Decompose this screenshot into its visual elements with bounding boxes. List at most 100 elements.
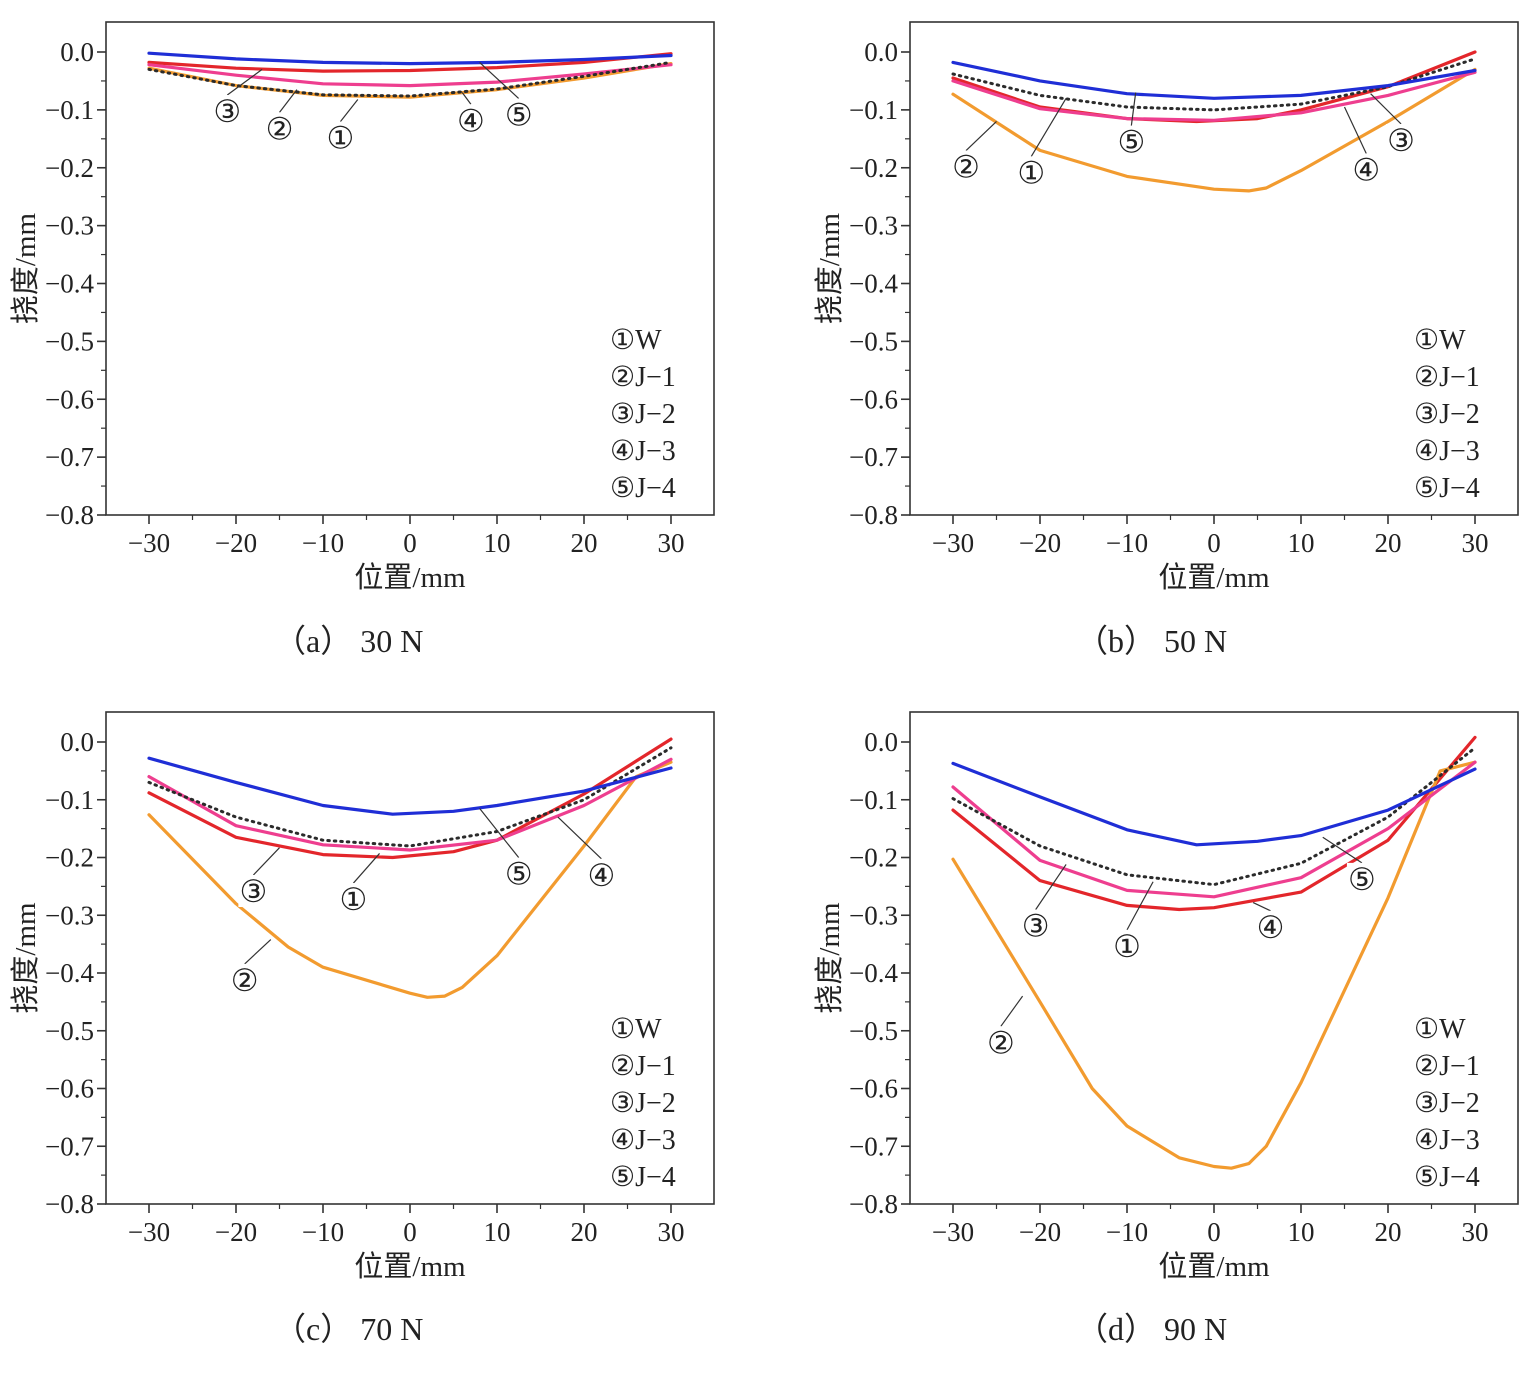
series-callout: ④ — [457, 103, 485, 138]
callout-leader — [352, 853, 381, 884]
y-tick-label: −0.7 — [45, 442, 94, 472]
callout-leader — [1343, 106, 1367, 154]
legend-entry-2: ②J−1 — [1414, 1051, 1480, 1082]
legend-entry-4: ④J−3 — [1414, 436, 1480, 467]
x-tick-label: −10 — [302, 528, 344, 558]
x-tick-label: 30 — [1462, 528, 1489, 558]
series-line-j-1 — [147, 760, 673, 999]
legend-entry-2: ②J−1 — [610, 362, 676, 393]
callout-leader — [1322, 836, 1363, 864]
series-line-j-4 — [147, 756, 673, 816]
legend-entry-3: ③J−2 — [1414, 1088, 1480, 1119]
callout-leader — [1126, 881, 1154, 931]
y-tick-label: −0.4 — [849, 269, 898, 299]
legend-entry-4: ④J−3 — [610, 436, 676, 467]
legend-entry-4: ④J−3 — [610, 1125, 676, 1156]
y-tick-label: 0.0 — [864, 727, 898, 757]
y-axis-label: 挠度/mm — [9, 212, 42, 324]
legend-entry-2: ②J−1 — [1414, 362, 1480, 393]
x-tick-label: −30 — [128, 528, 170, 558]
x-tick-label: −30 — [932, 1217, 974, 1247]
y-tick-label: −0.3 — [849, 900, 898, 930]
legend-entry-5: ⑤J−4 — [1414, 473, 1480, 504]
chart-panel-c: 0.0 −0.1 −0.2 −0.3 −0.4 −0.5 −0.6 −0.7 −0.8 −30 −2… — [9, 711, 715, 1347]
y-tick-label: −0.4 — [45, 958, 94, 988]
y-tick-label: −0.1 — [45, 785, 94, 815]
x-tick-label: 20 — [571, 528, 598, 558]
series-line-j-2 — [951, 760, 1477, 899]
series-line-j-3 — [951, 57, 1477, 112]
series-line-j-2 — [951, 70, 1477, 122]
y-tick-label: −0.5 — [849, 326, 898, 356]
x-tick-label: 20 — [1375, 1217, 1402, 1247]
legend-entry-2: ②J−1 — [610, 1051, 676, 1082]
callout-bg — [1116, 125, 1147, 158]
legend-entry-5: ⑤J−4 — [610, 1162, 676, 1193]
series-callout: ④ — [1352, 152, 1380, 187]
series-line-j-3 — [951, 746, 1477, 887]
callout-bg — [951, 150, 982, 183]
x-axis-label: 位置/mm — [354, 561, 466, 594]
y-tick-label: −0.8 — [849, 500, 898, 530]
callout-bg — [586, 858, 617, 891]
series-line-j-4 — [951, 60, 1477, 100]
series-callout: ① — [340, 882, 368, 917]
x-tick-label: 10 — [1288, 1217, 1315, 1247]
chart-panel-d: 0.0 −0.1 −0.2 −0.3 −0.4 −0.5 −0.6 −0.7 −0.8 −30 −2… — [813, 711, 1519, 1347]
callout-leader — [1130, 92, 1137, 126]
series-callout: ② — [231, 963, 259, 998]
y-tick-label: −0.8 — [45, 1189, 94, 1219]
callout-leader — [1030, 97, 1067, 157]
series-line-j-4 — [147, 51, 673, 66]
callout-bg — [238, 874, 269, 907]
panel-caption: （d） 90 N — [1076, 1311, 1227, 1347]
x-tick-label: −10 — [302, 1217, 344, 1247]
series-line-j-2 — [147, 757, 673, 852]
legend-entry-5: ⑤J−4 — [610, 473, 676, 504]
series-callout: ④ — [1257, 910, 1285, 945]
x-tick-label: −10 — [1106, 528, 1148, 558]
series-line-j-3 — [147, 60, 673, 98]
x-axis-label: 位置/mm — [1158, 561, 1270, 594]
x-tick-label: −10 — [1106, 1217, 1148, 1247]
y-tick-label: 0.0 — [60, 727, 94, 757]
chart-panel-b: 0.0 −0.1 −0.2 −0.3 −0.4 −0.5 −0.6 −0.7 −0.8 −30 −2… — [813, 21, 1519, 659]
x-tick-label: −20 — [215, 528, 257, 558]
y-tick-label: −0.2 — [45, 843, 94, 873]
callout-leader — [244, 939, 272, 965]
callout-leader — [252, 847, 280, 876]
panel-caption: （c） 70 N — [274, 1311, 423, 1347]
x-tick-label: −30 — [932, 528, 974, 558]
y-tick-label: −0.2 — [849, 153, 898, 183]
series-callout: ⑤ — [1117, 125, 1145, 160]
callout-leader — [1035, 864, 1067, 910]
chart-panel-a: 0.0 −0.1 −0.2 −0.3 −0.4 −0.5 −0.6 −0.7 −0.8 −30 −2… — [9, 21, 715, 659]
series-callout: ③ — [1387, 123, 1415, 158]
callout-leader — [1000, 995, 1024, 1027]
callout-bg — [212, 95, 243, 128]
series-line-w — [147, 52, 673, 73]
series-line-j-1 — [147, 61, 673, 99]
series-line-j-4 — [951, 761, 1477, 847]
y-tick-label: −0.1 — [849, 95, 898, 125]
x-tick-label: −30 — [128, 1217, 170, 1247]
callout-bg — [338, 883, 369, 916]
callout-bg — [503, 98, 534, 131]
legend-entry-3: ③J−2 — [610, 399, 676, 430]
series-callout: ③ — [240, 874, 268, 909]
y-tick-label: 0.0 — [864, 37, 898, 67]
callout-leader — [479, 808, 520, 859]
callout-bg — [325, 121, 356, 154]
x-tick-label: 10 — [1288, 528, 1315, 558]
callout-leader — [479, 61, 520, 99]
y-tick-label: −0.3 — [849, 211, 898, 241]
series-callout: ② — [987, 1025, 1015, 1060]
y-axis-label: 挠度/mm — [813, 212, 846, 324]
legend-entry-1: ①W — [610, 1014, 662, 1045]
y-tick-label: −0.6 — [849, 1074, 898, 1104]
callout-bg — [1112, 929, 1142, 962]
y-tick-label: −0.1 — [849, 785, 898, 815]
y-tick-label: −0.7 — [849, 442, 898, 472]
panel-caption: （b） 50 N — [1076, 623, 1227, 659]
